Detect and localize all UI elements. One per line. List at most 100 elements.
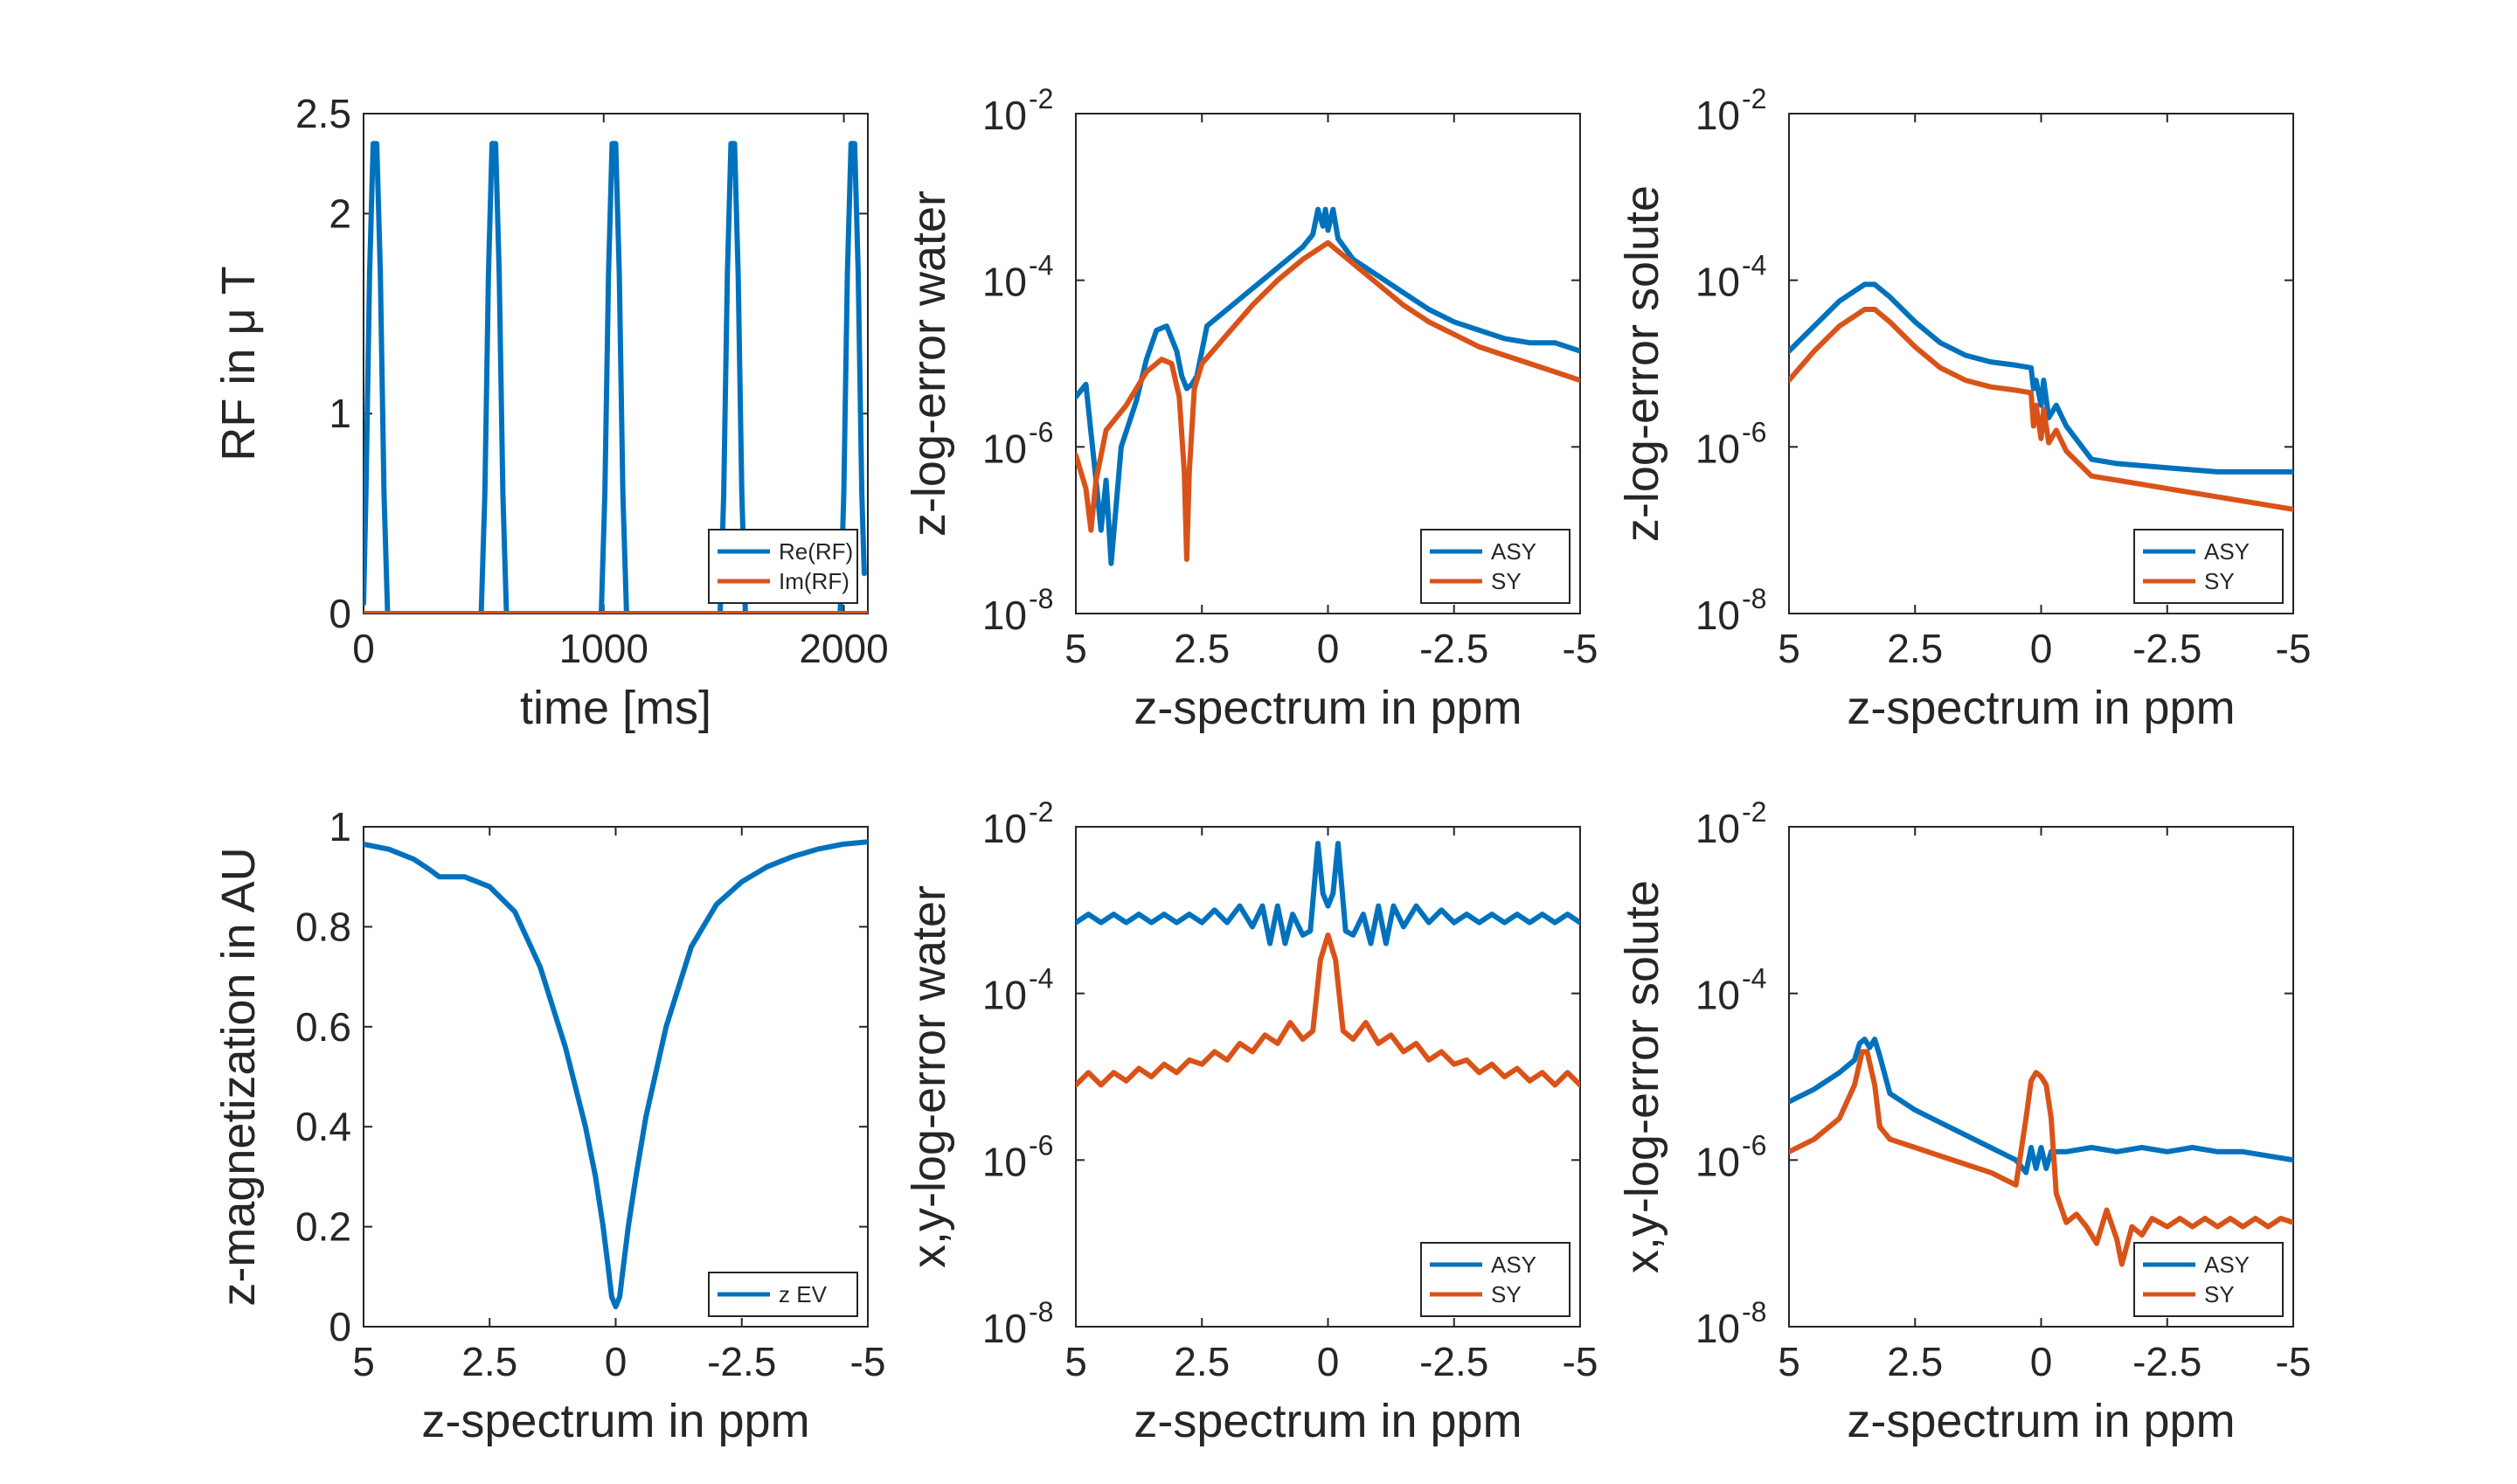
legend-label: Im(RF) (779, 568, 849, 594)
y-tick-exponent: -6 (1029, 416, 1053, 447)
x-axis-label: z-spectrum in ppm (1847, 682, 2235, 734)
x-tick-label: 0 (605, 1339, 628, 1384)
series-line-sy (1789, 307, 2293, 512)
x-tick-label: -5 (1563, 1339, 1598, 1384)
x-tick-label: 5 (1778, 1339, 1800, 1384)
x-tick-label: 5 (1778, 626, 1800, 671)
y-tick-label: 10 (1695, 593, 1740, 638)
x-tick-label: 2.5 (1887, 626, 1943, 671)
y-tick-exponent: -4 (1029, 250, 1053, 281)
y-axis-label: RF in μ T (212, 266, 265, 461)
legend: z EV (708, 1272, 858, 1317)
y-tick-label: 10 (1695, 260, 1740, 305)
y-tick-exponent: -4 (1742, 250, 1766, 281)
y-tick-label: 10 (1695, 1306, 1740, 1351)
series-line-sy (1076, 239, 1580, 562)
y-tick-label: 10 (1695, 93, 1740, 138)
x-axis-label: z-spectrum in ppm (1134, 682, 1522, 734)
x-tick-label: -2.5 (1419, 626, 1488, 671)
y-tick-exponent: -8 (1742, 1296, 1766, 1328)
y-axis-label: z-log-error water (903, 191, 955, 537)
y-tick-label: 1 (329, 804, 351, 849)
legend-label: ASY (1491, 1252, 1536, 1278)
y-tick-exponent: -6 (1029, 1129, 1053, 1161)
y-tick-label: 1 (329, 391, 351, 436)
legend-label: SY (2204, 568, 2235, 594)
series-line-sy (1789, 1049, 2293, 1267)
legend-box (2133, 1242, 2284, 1317)
legend-label: SY (1491, 1281, 1522, 1307)
y-tick-label: 0 (329, 591, 351, 636)
legend-label: SY (2204, 1281, 2235, 1307)
y-tick-label: 0.2 (295, 1204, 351, 1250)
x-tick-label: -5 (2276, 1339, 2312, 1384)
legend-label: Re(RF) (779, 538, 853, 565)
y-axis-label: z-magnetization in AU (212, 847, 265, 1306)
legend-label: z EV (779, 1281, 828, 1307)
series-line-asy (1076, 206, 1580, 566)
legend-box (708, 529, 858, 604)
x-axis-label: z-spectrum in ppm (1134, 1395, 1522, 1447)
legend-box (1420, 529, 1571, 604)
y-tick-label: 10 (982, 426, 1027, 471)
x-tick-label: 0 (1317, 626, 1340, 671)
x-tick-label: 1000 (559, 626, 648, 671)
y-tick-label: 10 (982, 806, 1027, 851)
legend-label: ASY (2204, 1252, 2250, 1278)
legend-label: ASY (2204, 538, 2250, 565)
legend-label: ASY (1491, 538, 1536, 565)
y-tick-exponent: -2 (1742, 796, 1766, 828)
series-line-asy (1076, 841, 1580, 947)
y-tick-exponent: -4 (1742, 963, 1766, 995)
y-tick-exponent: -6 (1742, 1129, 1766, 1161)
y-axis-label: x,y-log-error water (903, 885, 955, 1268)
plot-area (1076, 206, 1580, 566)
x-tick-label: 5 (352, 1339, 375, 1384)
y-tick-label: 10 (982, 93, 1027, 138)
chart-z-magnetization: 5 2.5 0 -2.5 -5 0 0.2 0.4 0.6 0.8 1 z-spectrum in p… (212, 804, 885, 1447)
x-tick-label: 2.5 (461, 1339, 517, 1384)
x-axis-label: z-spectrum in ppm (421, 1395, 809, 1447)
y-tick-label: 10 (1695, 973, 1740, 1018)
y-tick-label: 10 (982, 260, 1027, 305)
y-axis-label: z-log-error solute (1616, 185, 1668, 542)
x-tick-label: 2.5 (1887, 1339, 1943, 1384)
y-tick-exponent: -8 (1742, 583, 1766, 614)
x-tick-label: 5 (1064, 1339, 1087, 1384)
legend: ASY SY (1420, 1242, 1571, 1317)
x-tick-label: 2.5 (1174, 1339, 1230, 1384)
legend: Re(RF) Im(RF) (708, 529, 858, 604)
x-tick-label: 0 (2030, 1339, 2053, 1384)
y-tick-exponent: -2 (1029, 796, 1053, 828)
series-line-sy (1076, 932, 1580, 1088)
y-tick-label: 10 (982, 1306, 1027, 1351)
plot-area (1076, 841, 1580, 1088)
legend: ASY SY (2133, 1242, 2284, 1317)
legend: ASY SY (2133, 529, 2284, 604)
y-tick-label: 10 (1695, 1139, 1740, 1184)
y-tick-label: 10 (1695, 426, 1740, 471)
x-axis-label: z-spectrum in ppm (1847, 1395, 2235, 1447)
x-tick-label: 0 (2030, 626, 2053, 671)
y-tick-label: 10 (1695, 806, 1740, 851)
y-tick-label: 0.8 (295, 904, 351, 949)
x-axis-label: time [ms] (520, 682, 711, 734)
x-tick-label: 5 (1064, 626, 1087, 671)
axes-frame (363, 826, 869, 1328)
legend-label: SY (1491, 568, 1522, 594)
y-tick-label: 0.4 (295, 1104, 351, 1149)
plot-area (364, 839, 868, 1310)
x-tick-label: -2.5 (707, 1339, 776, 1384)
y-tick-exponent: -8 (1029, 1296, 1053, 1328)
x-tick-label: 0 (352, 626, 375, 671)
y-tick-exponent: -6 (1742, 416, 1766, 447)
chart-z-water: 5 2.5 0 -2.5 -510-810-610-410 -2z-spectrum in… (903, 83, 1598, 734)
y-tick-exponent: -8 (1029, 583, 1053, 614)
y-tick-label: 0.6 (295, 1004, 351, 1050)
series-line-asy (1789, 1037, 2293, 1175)
x-tick-label: -5 (2276, 626, 2312, 671)
chart-z-solute: 5 2.5 0 -2.5 -510-810-610-410 -2z-spectrum in… (1616, 83, 2311, 734)
y-tick-label: 10 (982, 973, 1027, 1018)
chart-xy-solute: 5 2.5 0 -2.5 -510-810-610-410 -2z-spectrum in… (1616, 796, 2311, 1447)
